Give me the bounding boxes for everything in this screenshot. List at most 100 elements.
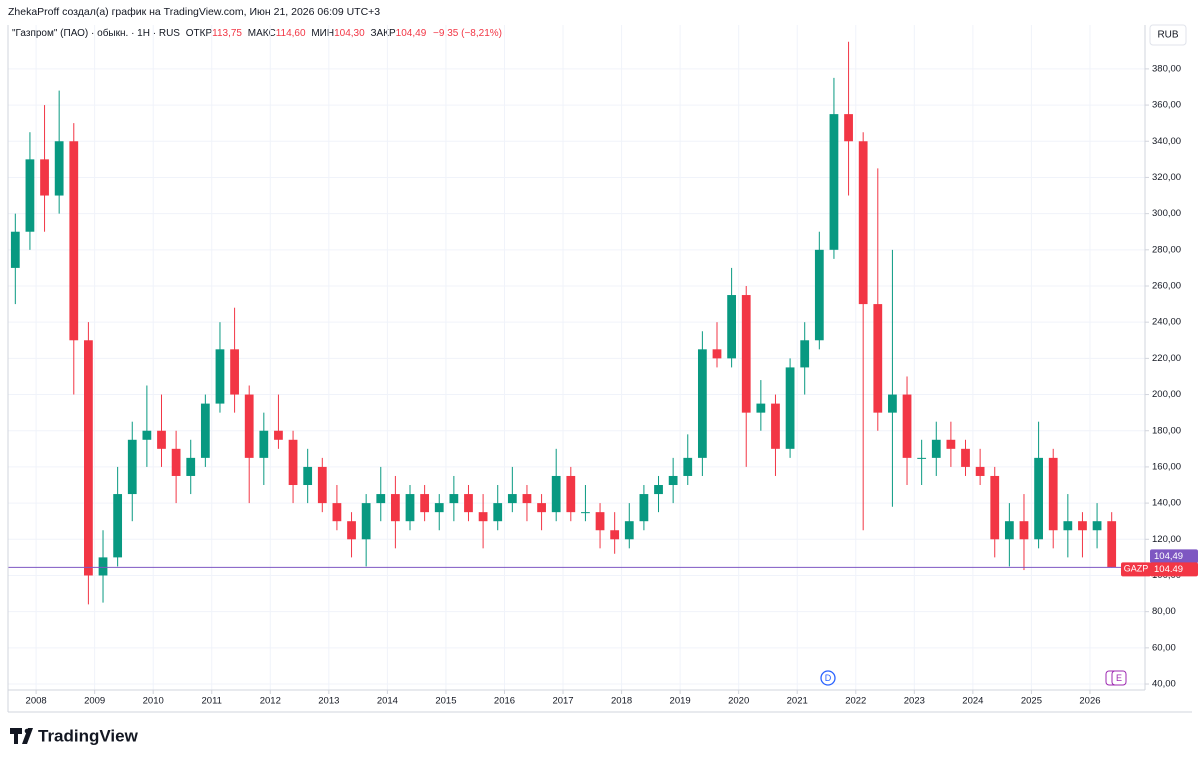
candle-body bbox=[186, 457, 196, 476]
candle-body bbox=[1048, 457, 1058, 531]
x-tick-label: 2025 bbox=[1021, 696, 1042, 707]
high-value: 114,60 bbox=[276, 28, 306, 39]
y-tick-label: 300,00 bbox=[1152, 208, 1181, 219]
candle-body bbox=[449, 494, 459, 504]
y-tick-label: 340,00 bbox=[1152, 136, 1181, 147]
candle-body bbox=[507, 494, 517, 504]
candle-body bbox=[113, 494, 123, 558]
x-tick-label: 2009 bbox=[84, 696, 105, 707]
y-tick-label: 380,00 bbox=[1152, 63, 1181, 74]
price-tag-purple bbox=[1150, 549, 1198, 564]
candle-body bbox=[215, 349, 225, 404]
candle-body bbox=[244, 394, 254, 458]
caption: ZhekaProff создал(а) график на TradingVi… bbox=[8, 6, 380, 18]
x-tick-label: 2021 bbox=[787, 696, 808, 707]
candle-body bbox=[434, 503, 444, 513]
candle-body bbox=[420, 494, 430, 513]
y-tick-label: 220,00 bbox=[1152, 353, 1181, 364]
symbol-tag-label: GAZP bbox=[1124, 564, 1149, 574]
candle-body bbox=[200, 403, 210, 458]
candle-body bbox=[347, 521, 356, 540]
candle-body bbox=[931, 439, 941, 458]
candle-body bbox=[171, 448, 181, 476]
low-label: МИН bbox=[311, 28, 334, 39]
candle-body bbox=[1004, 521, 1014, 540]
x-tick-label: 2008 bbox=[26, 696, 47, 707]
candle-body bbox=[259, 430, 269, 458]
currency-box bbox=[1149, 24, 1187, 46]
y-tick-label: 360,00 bbox=[1152, 100, 1181, 111]
close-value: 104,49 bbox=[396, 28, 427, 39]
y-tick-label: 280,00 bbox=[1152, 244, 1181, 255]
x-tick-label: 2023 bbox=[904, 696, 925, 707]
candle-body bbox=[683, 457, 693, 476]
candle-body bbox=[829, 114, 839, 250]
candle-body bbox=[1034, 457, 1043, 540]
candle-body bbox=[376, 494, 386, 504]
candle-body bbox=[814, 249, 824, 341]
y-tick-label: 180,00 bbox=[1152, 425, 1181, 436]
candle-body bbox=[40, 159, 49, 196]
y-tick-label: 120,00 bbox=[1152, 534, 1181, 545]
candle-body bbox=[1092, 521, 1102, 531]
candle-body bbox=[537, 503, 546, 513]
x-tick-label: 2012 bbox=[260, 696, 281, 707]
candle-body bbox=[961, 448, 970, 467]
price-tag-red-label: 104.49 bbox=[1154, 564, 1183, 575]
open-label: ОТКР bbox=[186, 28, 213, 39]
candle-body bbox=[464, 494, 473, 513]
candle-body bbox=[741, 295, 751, 413]
y-tick-label: 60,00 bbox=[1152, 642, 1176, 653]
x-tick-label: 2015 bbox=[435, 696, 456, 707]
candle-body bbox=[10, 231, 20, 268]
x-tick-label: 2017 bbox=[552, 696, 573, 707]
y-tick-label: 240,00 bbox=[1152, 317, 1181, 328]
candle-body bbox=[69, 141, 79, 341]
candle-body bbox=[288, 439, 298, 486]
candle-body bbox=[1107, 521, 1117, 568]
candle-body bbox=[668, 475, 678, 486]
legend: "Газпром" (ПАО) · обыкн. · 1Н · RUS ОТКР… bbox=[12, 27, 502, 39]
candle-body bbox=[917, 457, 927, 459]
y-tick-label: 160,00 bbox=[1152, 461, 1181, 472]
candle-body bbox=[756, 403, 766, 413]
candle-body bbox=[844, 114, 853, 142]
candle-body bbox=[303, 466, 313, 486]
candle-body bbox=[274, 430, 283, 440]
logo: TradingView bbox=[10, 726, 139, 745]
candle-body bbox=[1019, 521, 1029, 540]
candle-body bbox=[391, 494, 400, 522]
candle-body bbox=[522, 494, 532, 504]
candle-body bbox=[595, 512, 605, 531]
change: −9,35 (−8,21%) bbox=[433, 28, 502, 39]
y-tick-label: 200,00 bbox=[1152, 389, 1181, 400]
svg-text:TradingView: TradingView bbox=[38, 726, 139, 745]
candle-body bbox=[142, 430, 152, 440]
x-tick-label: 2026 bbox=[1079, 696, 1100, 707]
candle-body bbox=[84, 340, 93, 576]
candle-body bbox=[654, 485, 663, 495]
candle-body bbox=[332, 503, 342, 522]
candle-body bbox=[230, 349, 239, 395]
svg-text:D: D bbox=[825, 673, 832, 683]
candle-body bbox=[902, 394, 912, 458]
candle-body bbox=[800, 340, 810, 368]
candle-body bbox=[727, 295, 736, 359]
candle-body bbox=[785, 367, 795, 449]
dividend-marker: D bbox=[820, 670, 836, 686]
currency: RUB bbox=[1157, 30, 1178, 41]
candle-body bbox=[317, 466, 327, 504]
symbol-title: "Газпром" (ПАО) · обыкн. · 1Н · RUS bbox=[12, 27, 180, 39]
candle-body bbox=[946, 439, 956, 449]
candle-body bbox=[478, 512, 488, 522]
candle-body bbox=[1078, 521, 1087, 531]
x-tick-label: 2016 bbox=[494, 696, 515, 707]
close-label: ЗАКР bbox=[370, 28, 396, 39]
svg-text:E: E bbox=[1116, 673, 1122, 683]
earnings-marker: E bbox=[1105, 670, 1127, 686]
x-tick-label: 2014 bbox=[377, 696, 398, 707]
x-tick-label: 2019 bbox=[670, 696, 691, 707]
candle-body bbox=[610, 530, 620, 540]
